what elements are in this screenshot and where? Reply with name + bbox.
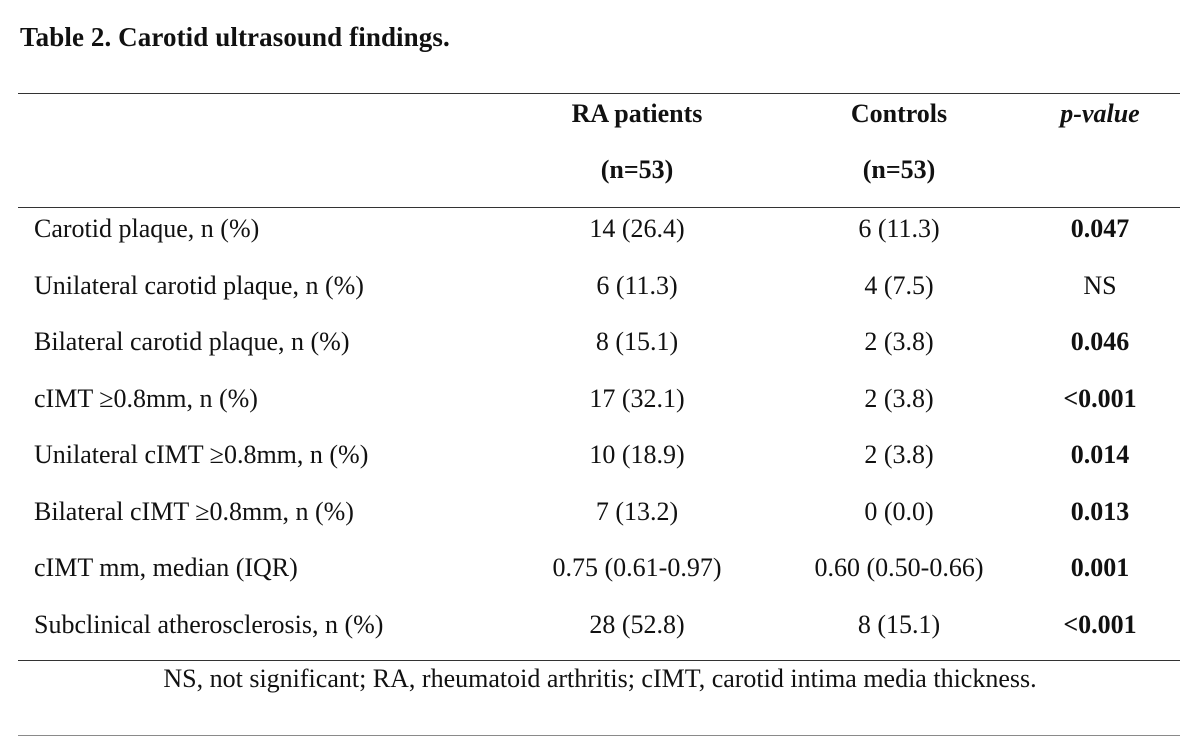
header-rule — [18, 207, 1180, 208]
table-row: Bilateral carotid plaque, n (%) 8 (15.1) 2… — [0, 327, 1200, 383]
p-value-cell: <0.001 — [1063, 609, 1137, 639]
controls-cell: 2 (3.8) — [864, 440, 934, 469]
controls-cell: 2 (3.8) — [864, 383, 934, 413]
table-row: Subclinical atherosclerosis, n (%) 28 (52… — [0, 610, 1200, 666]
header-ra-patients: RA patients — [571, 99, 703, 128]
p-value-cell: <0.001 — [1063, 383, 1137, 413]
header-ra-patients-n: (n=53) — [600, 155, 674, 184]
p-value-cell: 0.047 — [1070, 214, 1130, 243]
header-p-value: p-value — [1060, 99, 1140, 128]
row-label: Unilateral cIMT ≥0.8mm, n (%) — [34, 440, 369, 469]
controls-cell: 2 (3.8) — [864, 327, 934, 356]
controls-cell: 0.60 (0.50-0.66) — [814, 553, 984, 582]
p-value-cell: NS — [1083, 270, 1117, 300]
table-row: Bilateral cIMT ≥0.8mm, n (%) 7 (13.2) 0 (0… — [0, 497, 1200, 553]
ra-patients-cell: 14 (26.4) — [589, 214, 685, 243]
row-label: Subclinical atherosclerosis, n (%) — [34, 609, 384, 639]
ra-patients-cell: 7 (13.2) — [595, 496, 679, 526]
bottom-rule — [18, 660, 1180, 661]
controls-cell: 0 (0.0) — [864, 496, 934, 526]
row-label: cIMT ≥0.8mm, n (%) — [34, 383, 258, 413]
header-controls-n: (n=53) — [862, 155, 936, 184]
row-label: Carotid plaque, n (%) — [34, 214, 260, 243]
row-label: cIMT mm, median (IQR) — [34, 553, 298, 582]
top-rule — [18, 93, 1180, 94]
row-label: Unilateral carotid plaque, n (%) — [34, 270, 364, 300]
table-row: Unilateral carotid plaque, n (%) 6 (11.3)… — [0, 271, 1200, 327]
table-row: cIMT mm, median (IQR) 0.75 (0.61-0.97) 0.6… — [0, 553, 1200, 609]
table-row: Unilateral cIMT ≥0.8mm, n (%) 10 (18.9) 2 … — [0, 440, 1200, 496]
page-rule — [18, 735, 1180, 736]
row-label: Bilateral cIMT ≥0.8mm, n (%) — [34, 496, 354, 526]
p-value-cell: 0.013 — [1070, 496, 1130, 526]
table-row: Carotid plaque, n (%) 14 (26.4) 6 (11.3) 0.… — [0, 214, 1200, 270]
ra-patients-cell: 17 (32.1) — [589, 383, 685, 413]
table-title: Table 2. Carotid ultrasound findings. — [20, 22, 450, 52]
controls-cell: 4 (7.5) — [864, 270, 934, 300]
ra-patients-cell: 10 (18.9) — [589, 440, 685, 469]
table-row: cIMT ≥0.8mm, n (%) 17 (32.1) 2 (3.8) <0.001 — [0, 384, 1200, 440]
ra-patients-cell: 28 (52.8) — [589, 609, 685, 639]
p-value-cell: 0.001 — [1070, 553, 1130, 582]
ra-patients-cell: 0.75 (0.61-0.97) — [552, 553, 722, 582]
header-controls: Controls — [850, 99, 948, 128]
row-label: Bilateral carotid plaque, n (%) — [34, 327, 350, 356]
ra-patients-cell: 8 (15.1) — [595, 327, 679, 356]
controls-cell: 8 (15.1) — [857, 609, 941, 639]
controls-cell: 6 (11.3) — [858, 214, 940, 243]
p-value-cell: 0.014 — [1070, 440, 1130, 469]
p-value-cell: 0.046 — [1070, 327, 1130, 356]
table-footnote: NS, not significant; RA, rheumatoid arth… — [163, 664, 1037, 693]
ra-patients-cell: 6 (11.3) — [596, 270, 678, 300]
